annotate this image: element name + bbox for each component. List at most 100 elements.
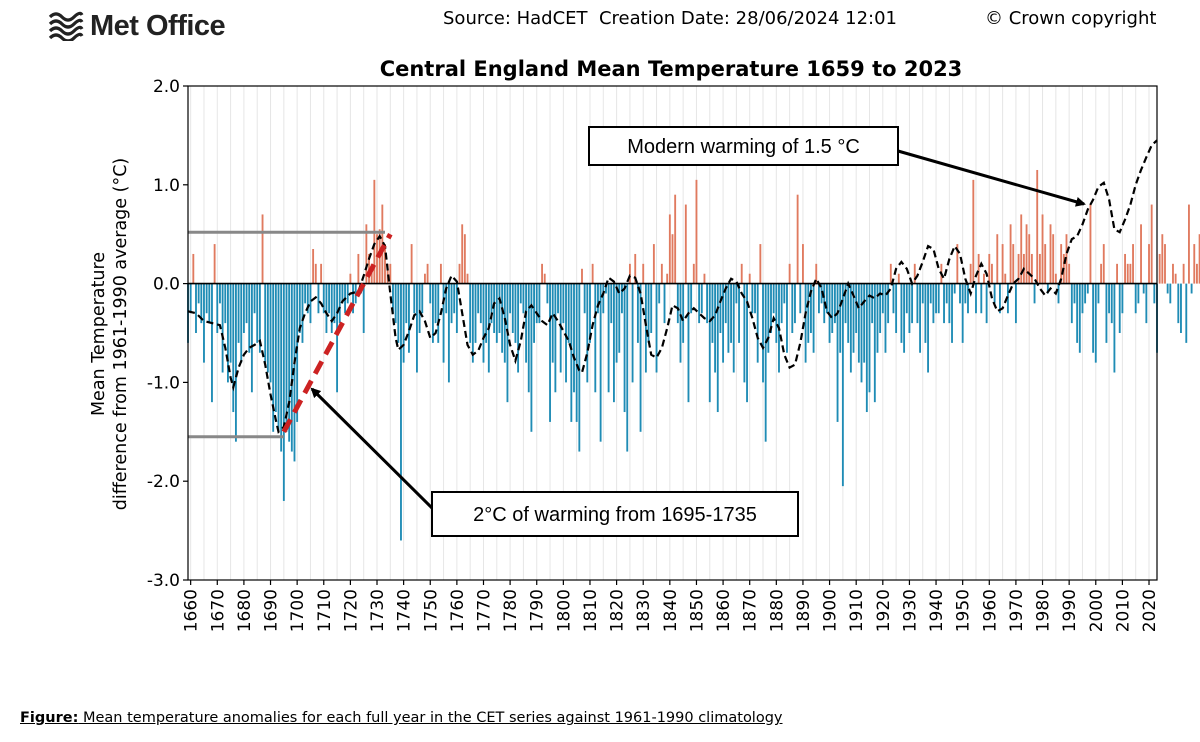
bar bbox=[714, 283, 717, 373]
bar bbox=[312, 249, 315, 284]
bar bbox=[541, 263, 543, 284]
bar bbox=[839, 283, 842, 353]
bar bbox=[639, 283, 642, 432]
bar bbox=[1161, 234, 1164, 284]
x-tick-label: 1820 bbox=[608, 589, 628, 632]
bar bbox=[972, 179, 975, 284]
bar bbox=[687, 283, 690, 403]
bar bbox=[905, 283, 908, 314]
bar bbox=[394, 283, 397, 324]
bar bbox=[727, 283, 730, 353]
bar bbox=[642, 263, 645, 284]
bar bbox=[463, 234, 466, 284]
bar bbox=[392, 283, 394, 314]
bar bbox=[825, 283, 828, 314]
bar bbox=[1166, 283, 1169, 294]
bar bbox=[562, 283, 565, 324]
bar bbox=[647, 283, 650, 343]
bar bbox=[1153, 283, 1156, 304]
bar bbox=[352, 283, 354, 314]
bar bbox=[975, 283, 977, 314]
bar bbox=[810, 283, 812, 333]
bar bbox=[1172, 263, 1174, 284]
bar bbox=[1182, 263, 1185, 284]
bar bbox=[442, 283, 445, 363]
x-tick-label: 1910 bbox=[847, 589, 867, 632]
met-office-logo: Met Office bbox=[48, 8, 226, 44]
bar bbox=[240, 283, 243, 363]
bar bbox=[618, 283, 621, 353]
bar bbox=[386, 263, 389, 284]
bar bbox=[746, 283, 748, 403]
bar bbox=[586, 283, 589, 383]
x-tick-label: 1680 bbox=[235, 589, 255, 632]
bar bbox=[836, 283, 839, 422]
bar bbox=[266, 283, 269, 373]
y-axis-label-line-1: Mean Temperature bbox=[89, 252, 109, 416]
bar bbox=[336, 283, 339, 393]
bar bbox=[980, 283, 983, 314]
x-tick-label: 1890 bbox=[794, 589, 814, 632]
bar bbox=[833, 283, 836, 324]
bar bbox=[759, 244, 762, 284]
bar bbox=[977, 253, 980, 284]
y-tick-label: -3.0 bbox=[147, 571, 180, 591]
bar bbox=[668, 214, 671, 284]
x-tick-label: 1660 bbox=[182, 589, 202, 632]
bar bbox=[211, 283, 213, 403]
bar bbox=[913, 263, 916, 284]
bar bbox=[895, 283, 898, 333]
bar bbox=[322, 283, 325, 314]
bar bbox=[919, 283, 921, 353]
bar bbox=[921, 283, 924, 304]
bar bbox=[900, 283, 903, 343]
bar bbox=[815, 263, 818, 284]
bar bbox=[408, 283, 410, 353]
x-tick-label: 1810 bbox=[581, 589, 601, 632]
x-tick-label: 1690 bbox=[262, 589, 282, 632]
bar bbox=[903, 283, 906, 353]
bar bbox=[865, 283, 868, 413]
bar bbox=[1041, 214, 1044, 284]
bar bbox=[242, 283, 245, 333]
bar bbox=[1014, 283, 1017, 324]
bar bbox=[884, 283, 887, 353]
bar bbox=[1089, 204, 1092, 284]
bar bbox=[570, 283, 573, 422]
bar bbox=[636, 283, 639, 343]
bar bbox=[232, 283, 235, 413]
x-tick-label: 1760 bbox=[448, 589, 468, 632]
x-tick-label: 2020 bbox=[1140, 589, 1160, 632]
bar bbox=[1116, 263, 1118, 284]
annotation-box-early bbox=[431, 491, 799, 537]
bar bbox=[969, 263, 972, 284]
bar bbox=[724, 283, 727, 324]
bar bbox=[1145, 283, 1148, 324]
bar bbox=[770, 283, 772, 333]
bar bbox=[288, 283, 291, 442]
bar bbox=[908, 283, 911, 333]
x-tick-label: 2000 bbox=[1087, 589, 1107, 632]
bar bbox=[658, 283, 661, 304]
bar bbox=[1108, 283, 1111, 314]
y-tick-label: 2.0 bbox=[153, 77, 180, 97]
bar bbox=[1070, 283, 1073, 324]
bar bbox=[748, 273, 751, 284]
y-tick-label: -1.0 bbox=[147, 373, 180, 393]
bar bbox=[663, 283, 666, 324]
bar bbox=[328, 283, 331, 314]
bar bbox=[775, 283, 778, 343]
bar bbox=[1105, 283, 1108, 343]
bar bbox=[1086, 283, 1089, 294]
bar bbox=[1196, 263, 1198, 284]
bar bbox=[959, 283, 961, 304]
bar bbox=[985, 283, 988, 324]
bar bbox=[269, 283, 272, 383]
bar bbox=[1044, 244, 1047, 284]
x-tick-label: 1920 bbox=[874, 589, 894, 632]
bar bbox=[234, 283, 237, 442]
bar bbox=[333, 283, 336, 324]
bar bbox=[881, 283, 884, 314]
bar bbox=[1030, 253, 1033, 284]
